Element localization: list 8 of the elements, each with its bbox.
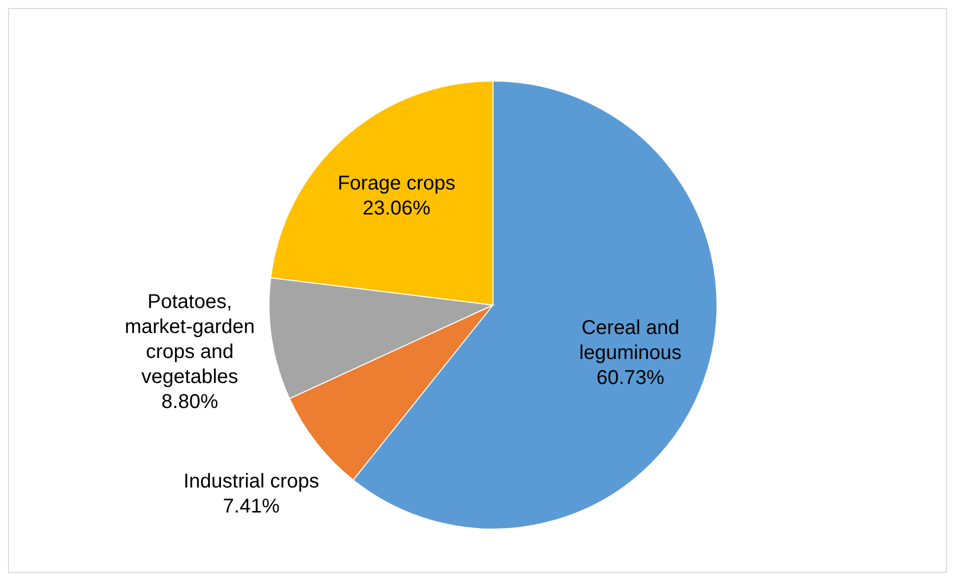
data-label: 8.80% [161, 391, 218, 414]
slice-label: Cereal and leguminous [579, 317, 682, 364]
data-label: 7.41% [222, 496, 280, 518]
slice-label: Industrial crops [183, 470, 320, 493]
data-label: 60.73% [596, 367, 665, 390]
data-label: 23.06% [362, 197, 431, 220]
slice-label: Forage crops [338, 172, 456, 194]
slice-label: Potatoes, market-garden crops and vegetables [124, 291, 255, 388]
